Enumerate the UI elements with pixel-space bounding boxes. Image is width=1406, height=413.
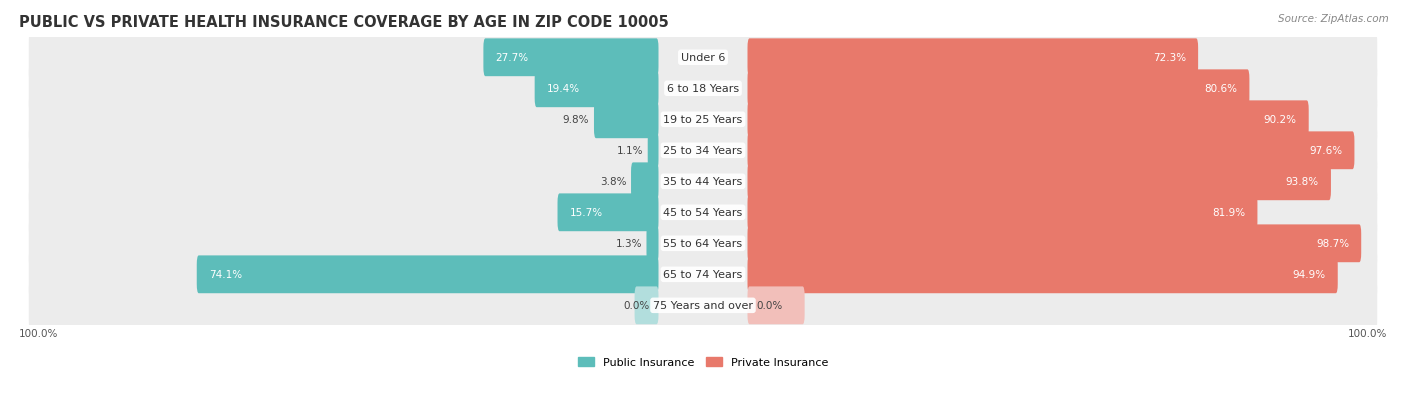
FancyBboxPatch shape bbox=[28, 275, 1378, 336]
FancyBboxPatch shape bbox=[484, 39, 658, 77]
Text: 35 to 44 Years: 35 to 44 Years bbox=[664, 177, 742, 187]
FancyBboxPatch shape bbox=[28, 214, 1378, 274]
Text: Under 6: Under 6 bbox=[681, 53, 725, 63]
FancyBboxPatch shape bbox=[534, 70, 658, 108]
FancyBboxPatch shape bbox=[647, 225, 658, 263]
FancyBboxPatch shape bbox=[748, 256, 1337, 294]
Text: 19.4%: 19.4% bbox=[547, 84, 579, 94]
FancyBboxPatch shape bbox=[28, 90, 1378, 150]
FancyBboxPatch shape bbox=[631, 163, 658, 201]
FancyBboxPatch shape bbox=[748, 39, 1198, 77]
Text: 1.3%: 1.3% bbox=[616, 239, 641, 249]
Legend: Public Insurance, Private Insurance: Public Insurance, Private Insurance bbox=[574, 353, 832, 372]
Text: 90.2%: 90.2% bbox=[1264, 115, 1296, 125]
Text: 45 to 54 Years: 45 to 54 Years bbox=[664, 208, 742, 218]
FancyBboxPatch shape bbox=[28, 152, 1378, 212]
FancyBboxPatch shape bbox=[28, 59, 1378, 119]
FancyBboxPatch shape bbox=[748, 70, 1250, 108]
FancyBboxPatch shape bbox=[197, 256, 658, 294]
Text: 80.6%: 80.6% bbox=[1205, 84, 1237, 94]
Text: Source: ZipAtlas.com: Source: ZipAtlas.com bbox=[1278, 14, 1389, 24]
FancyBboxPatch shape bbox=[748, 225, 1361, 263]
Text: 0.0%: 0.0% bbox=[756, 301, 782, 311]
Text: 81.9%: 81.9% bbox=[1212, 208, 1246, 218]
Text: 72.3%: 72.3% bbox=[1153, 53, 1187, 63]
Text: 55 to 64 Years: 55 to 64 Years bbox=[664, 239, 742, 249]
FancyBboxPatch shape bbox=[28, 183, 1378, 243]
Text: 97.6%: 97.6% bbox=[1309, 146, 1343, 156]
Text: 94.9%: 94.9% bbox=[1292, 270, 1326, 280]
FancyBboxPatch shape bbox=[28, 28, 1378, 88]
FancyBboxPatch shape bbox=[748, 163, 1331, 201]
FancyBboxPatch shape bbox=[748, 194, 1257, 232]
Text: 98.7%: 98.7% bbox=[1316, 239, 1350, 249]
Text: 93.8%: 93.8% bbox=[1286, 177, 1319, 187]
Text: 75 Years and over: 75 Years and over bbox=[652, 301, 754, 311]
Text: 65 to 74 Years: 65 to 74 Years bbox=[664, 270, 742, 280]
FancyBboxPatch shape bbox=[558, 194, 658, 232]
Text: 0.0%: 0.0% bbox=[624, 301, 650, 311]
FancyBboxPatch shape bbox=[28, 244, 1378, 305]
FancyBboxPatch shape bbox=[28, 121, 1378, 181]
FancyBboxPatch shape bbox=[748, 287, 804, 325]
Text: 9.8%: 9.8% bbox=[562, 115, 589, 125]
Text: 15.7%: 15.7% bbox=[569, 208, 603, 218]
Text: 1.1%: 1.1% bbox=[617, 146, 643, 156]
FancyBboxPatch shape bbox=[748, 132, 1354, 170]
Text: 25 to 34 Years: 25 to 34 Years bbox=[664, 146, 742, 156]
Text: 27.7%: 27.7% bbox=[495, 53, 529, 63]
FancyBboxPatch shape bbox=[593, 101, 658, 139]
Text: PUBLIC VS PRIVATE HEALTH INSURANCE COVERAGE BY AGE IN ZIP CODE 10005: PUBLIC VS PRIVATE HEALTH INSURANCE COVER… bbox=[18, 15, 669, 30]
FancyBboxPatch shape bbox=[648, 132, 658, 170]
Text: 3.8%: 3.8% bbox=[600, 177, 627, 187]
FancyBboxPatch shape bbox=[748, 101, 1309, 139]
Text: 19 to 25 Years: 19 to 25 Years bbox=[664, 115, 742, 125]
Text: 74.1%: 74.1% bbox=[208, 270, 242, 280]
FancyBboxPatch shape bbox=[634, 287, 658, 325]
Text: 6 to 18 Years: 6 to 18 Years bbox=[666, 84, 740, 94]
